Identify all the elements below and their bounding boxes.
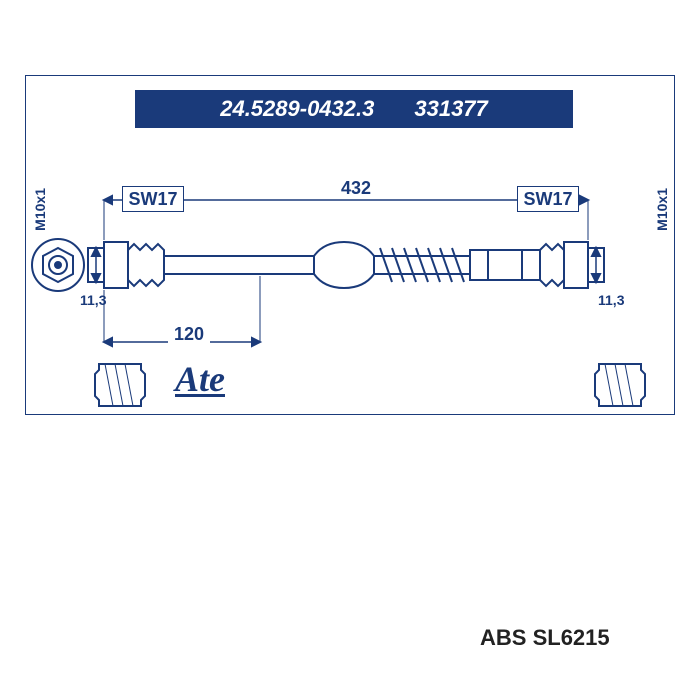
right-wrench-text: SW17 xyxy=(523,189,572,210)
left-dia: 11,3 xyxy=(80,292,106,308)
right-dia: 11,3 xyxy=(598,292,624,308)
brand-logo: Ate xyxy=(175,358,225,400)
sub-length: 120 xyxy=(168,324,210,345)
overall-length: 432 xyxy=(335,178,377,199)
left-wrench-text: SW17 xyxy=(128,189,177,210)
footer-sku: SL6215 xyxy=(533,625,610,650)
footer-text: ABS SL6215 xyxy=(480,625,610,651)
logo-text: Ate xyxy=(175,365,225,397)
footer-brand: ABS xyxy=(480,625,526,650)
left-thread: M10x1 xyxy=(32,188,48,231)
left-wrench-label: SW17 xyxy=(122,186,184,212)
right-wrench-label: SW17 xyxy=(517,186,579,212)
right-thread: M10x1 xyxy=(654,188,670,231)
technical-drawing xyxy=(0,0,700,700)
